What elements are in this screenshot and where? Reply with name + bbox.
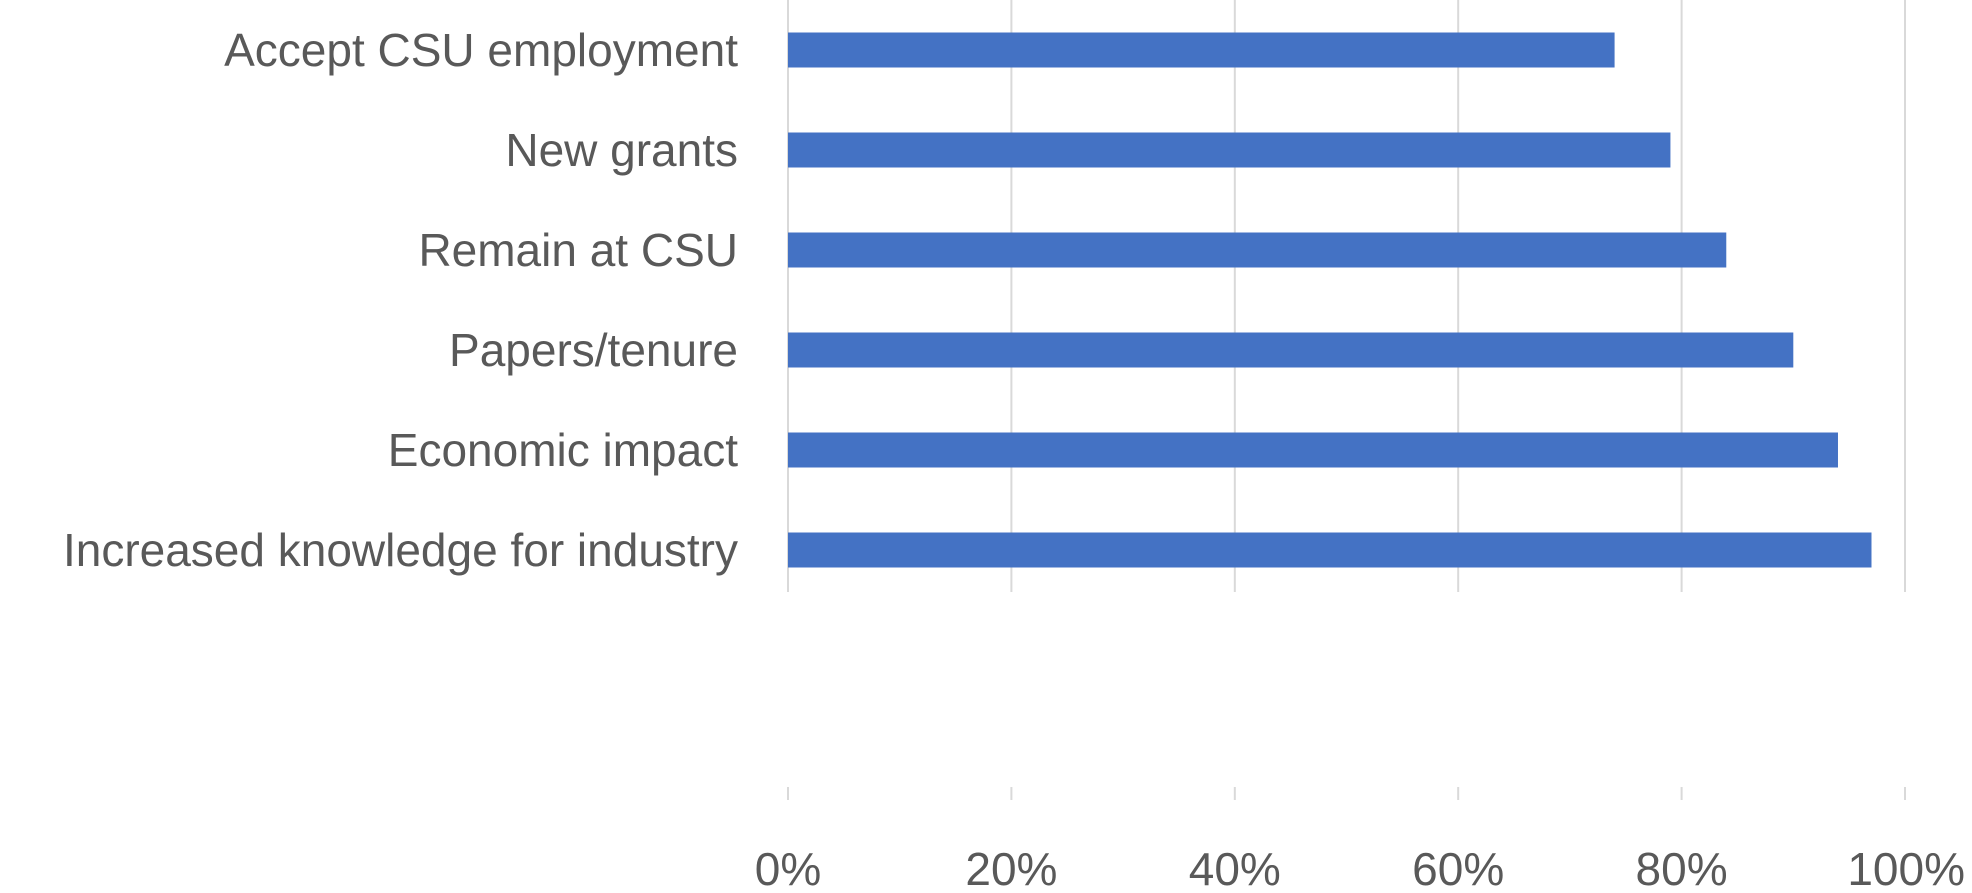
x-axis-tick-label: 60% (1412, 843, 1504, 893)
category-labels: Accept CSU employment New grants Remain at… (63, 24, 738, 576)
x-axis-tick-label: 80% (1636, 843, 1728, 893)
x-axis-tick-labels: 0% 20% 40% 60% 80% 100% (755, 843, 1965, 893)
category-label: Accept CSU employment (224, 24, 738, 76)
bar (788, 132, 1671, 168)
bar (788, 232, 1727, 268)
category-label: New grants (505, 124, 738, 176)
bar (788, 332, 1794, 368)
bar (788, 32, 1615, 68)
x-axis-tick-label: 0% (755, 843, 821, 893)
bars (788, 32, 1872, 568)
category-label: Remain at CSU (418, 224, 738, 276)
bar (788, 432, 1838, 468)
x-axis-tick-label: 40% (1189, 843, 1281, 893)
x-axis-tick-label: 100% (1847, 843, 1965, 893)
category-label: Papers/tenure (449, 324, 738, 376)
category-label: Economic impact (388, 424, 738, 476)
bar (788, 532, 1872, 568)
x-axis-tick-label: 20% (965, 843, 1057, 893)
gridlines (787, 0, 1906, 800)
category-label: Increased knowledge for industry (63, 524, 738, 576)
